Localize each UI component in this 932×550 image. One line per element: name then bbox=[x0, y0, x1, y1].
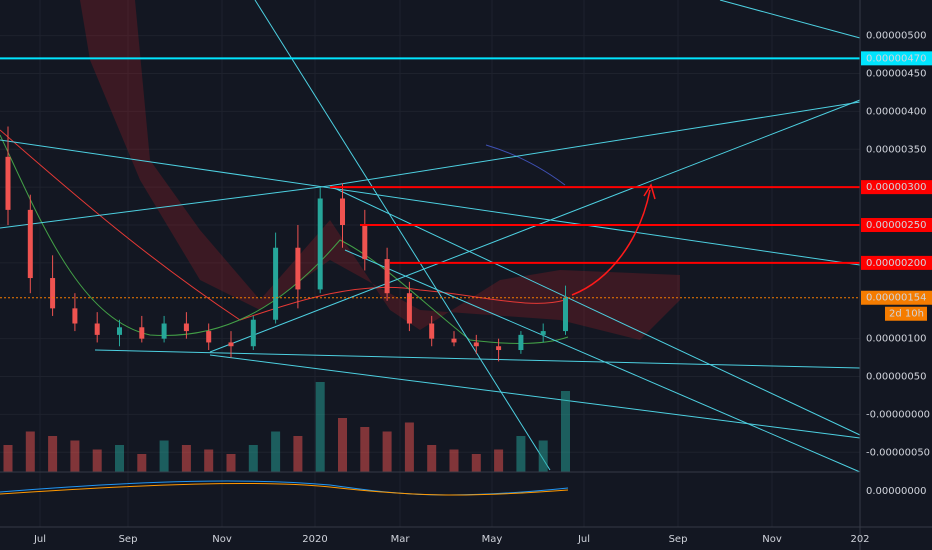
volume-bar bbox=[137, 454, 147, 472]
candle-body bbox=[206, 331, 212, 343]
arrow bbox=[571, 189, 651, 296]
volume-bar bbox=[449, 449, 459, 472]
candle-body bbox=[362, 225, 368, 260]
x-tick-label: Jul bbox=[33, 534, 46, 545]
volume-bar bbox=[48, 436, 58, 472]
x-tick-label: Sep bbox=[669, 534, 688, 545]
candle-body bbox=[540, 331, 546, 335]
countdown-label: 2d 10h bbox=[889, 309, 924, 320]
volume-bar bbox=[538, 440, 548, 472]
volume-bar bbox=[516, 436, 526, 472]
volume-bar bbox=[248, 445, 258, 472]
candle-body bbox=[563, 297, 568, 332]
candle-body bbox=[117, 327, 122, 335]
y-tick-label: 0.00000450 bbox=[866, 68, 926, 79]
volume-bar bbox=[494, 449, 504, 472]
moving-average bbox=[0, 134, 569, 344]
price-badge bbox=[861, 290, 932, 305]
volume-bar bbox=[427, 445, 437, 472]
volume-bar bbox=[204, 449, 214, 472]
volume-bar bbox=[293, 436, 303, 472]
candle-body bbox=[72, 308, 78, 324]
price-badge-label: 0.00000470 bbox=[866, 53, 926, 64]
price-badge bbox=[861, 51, 932, 66]
x-tick-label: Sep bbox=[119, 534, 138, 545]
moving-average bbox=[485, 144, 566, 186]
volume-bar bbox=[92, 449, 102, 472]
volume-bar bbox=[360, 427, 370, 472]
candle-body bbox=[340, 198, 345, 226]
y-tick-label: 0.00000050 bbox=[866, 372, 926, 383]
y-tick-label: 0.00000400 bbox=[866, 106, 926, 117]
candle-body bbox=[273, 247, 279, 320]
x-tick-label: Nov bbox=[762, 534, 782, 545]
volume-bar bbox=[382, 431, 392, 472]
volume-bar bbox=[25, 431, 35, 472]
candle-body bbox=[139, 327, 145, 339]
volume-bar bbox=[315, 382, 325, 472]
x-tick-label: May bbox=[482, 534, 503, 545]
price-badge bbox=[861, 180, 932, 195]
price-badge-label: 0.00000200 bbox=[866, 258, 926, 269]
volume-bar bbox=[561, 391, 570, 472]
candle-body bbox=[183, 323, 189, 332]
series bbox=[0, 57, 860, 472]
price-badge bbox=[861, 255, 932, 270]
candle-body bbox=[228, 342, 234, 347]
candle-body bbox=[27, 209, 33, 279]
price-badge-label: 0.00000250 bbox=[866, 220, 926, 231]
candle-body bbox=[94, 323, 100, 335]
macd-signal bbox=[0, 482, 569, 496]
candle-body bbox=[317, 198, 323, 290]
volume-bar bbox=[115, 445, 124, 472]
x-tick-label: 202 bbox=[850, 534, 869, 545]
ichimoku-cloud bbox=[80, 0, 680, 340]
candle-body bbox=[451, 338, 457, 343]
y-tick-label: 0.00000100 bbox=[866, 334, 926, 345]
volume-bar bbox=[271, 431, 281, 472]
candle-body bbox=[473, 342, 479, 347]
candle-body bbox=[50, 278, 56, 309]
x-tick-label: Jul bbox=[577, 534, 590, 545]
x-tick-label: 2020 bbox=[302, 534, 327, 545]
candle-body bbox=[496, 346, 502, 351]
candle-body bbox=[161, 323, 167, 339]
x-tick-label: Nov bbox=[212, 534, 232, 545]
volume-bar bbox=[3, 445, 13, 472]
macd-tick-label: 0.00000000 bbox=[866, 486, 926, 497]
volume-bar bbox=[471, 454, 481, 472]
y-tick-label: -0.00000000 bbox=[866, 409, 930, 420]
trend-lines bbox=[0, 0, 861, 473]
volume-bar bbox=[70, 440, 80, 472]
candle-body bbox=[250, 319, 256, 347]
volume-bar bbox=[338, 418, 347, 472]
price-badge-label: 0.00000300 bbox=[866, 182, 926, 193]
x-tick-label: Mar bbox=[391, 534, 411, 545]
arrow-head bbox=[643, 183, 656, 200]
volume-bar bbox=[181, 445, 191, 472]
axis: 0.00000500 0.00000450 0.00000400 0.00000350… bbox=[33, 31, 932, 545]
volume-bar bbox=[404, 422, 414, 472]
candle-body bbox=[429, 323, 435, 339]
y-tick-label: -0.00000050 bbox=[866, 447, 930, 458]
candle-body bbox=[384, 259, 390, 294]
candle-body bbox=[295, 247, 301, 290]
price-badge-label: 0.00000154 bbox=[866, 293, 926, 304]
volume-bar bbox=[159, 440, 169, 472]
price-badge bbox=[861, 218, 932, 233]
candle-body bbox=[406, 293, 412, 324]
y-tick-label: 0.00000350 bbox=[866, 144, 926, 155]
countdown-badge bbox=[885, 306, 927, 321]
volume-bar bbox=[226, 454, 236, 472]
candle-body bbox=[518, 334, 524, 351]
candle-body bbox=[5, 156, 11, 210]
y-tick-label: 0.00000500 bbox=[866, 31, 926, 42]
